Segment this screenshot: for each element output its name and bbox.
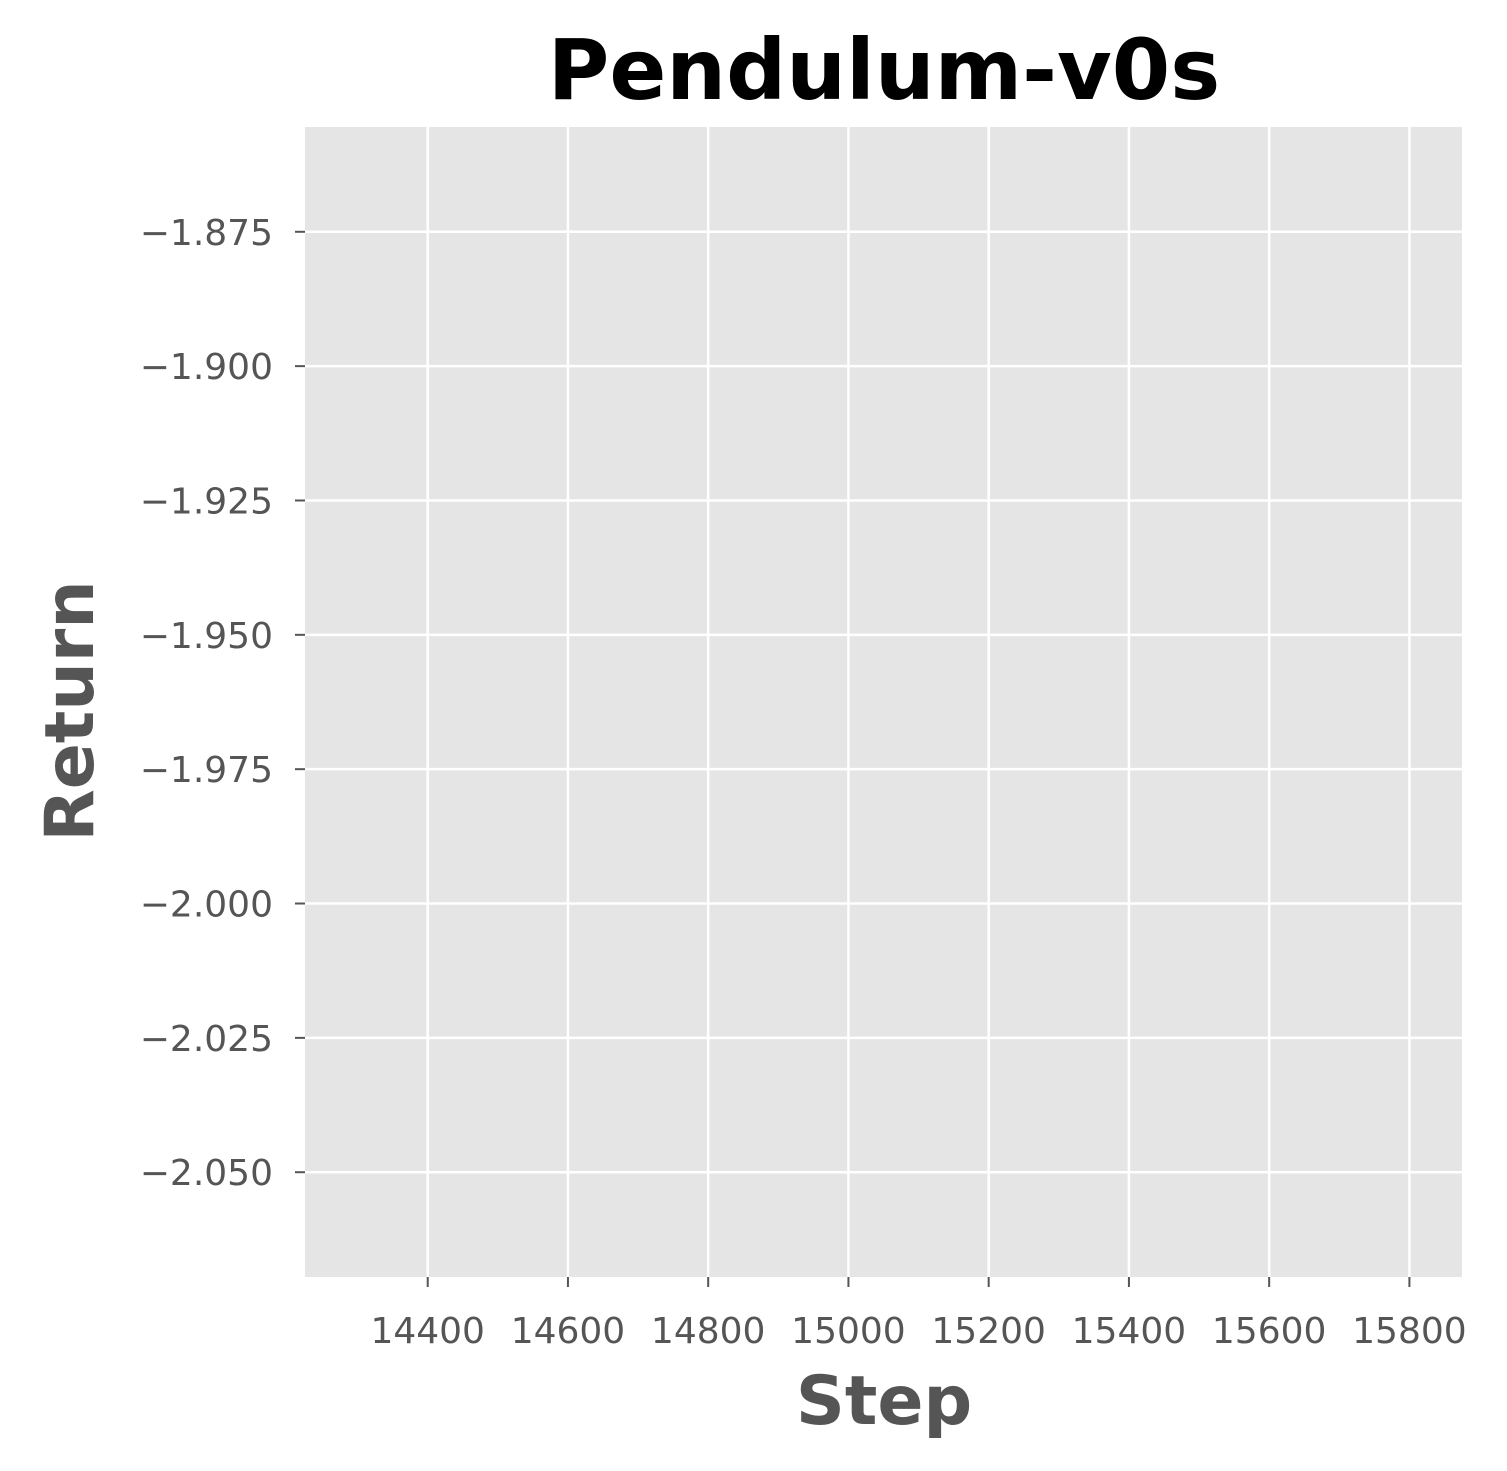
x-axis-label: Step — [796, 1362, 972, 1441]
x-tick-label: 14800 — [651, 1311, 766, 1352]
x-tick-label: 14400 — [370, 1311, 485, 1352]
x-tick-label: 15000 — [791, 1311, 906, 1352]
y-tick-label: −1.975 — [140, 750, 273, 791]
x-tick-label: 14600 — [511, 1311, 626, 1352]
y-axis-ticks: −1.875 −1.900 −1.925 −1.950 −1.975 −2.000 −2.0… — [140, 213, 305, 1194]
y-tick-label: −1.875 — [140, 213, 273, 254]
chart-title: Pendulum-v0s — [548, 21, 1220, 119]
y-tick-label: −1.950 — [140, 616, 273, 657]
y-grid-lines — [305, 230, 1462, 1174]
y-tick-label: −1.900 — [140, 347, 273, 388]
y-tick-label: −2.050 — [140, 1153, 273, 1194]
x-tick-label: 15600 — [1212, 1311, 1327, 1352]
x-grid-lines — [426, 127, 1411, 1277]
y-tick-label: −1.925 — [140, 481, 273, 522]
x-axis-ticks: 14400 14600 14800 15000 15200 15400 15600 15800 — [370, 1277, 1467, 1352]
y-tick-label: −2.000 — [140, 885, 273, 926]
x-tick-label: 15200 — [931, 1311, 1046, 1352]
x-tick-label: 15800 — [1352, 1311, 1467, 1352]
y-tick-label: −2.025 — [140, 1019, 273, 1060]
x-tick-label: 15400 — [1072, 1311, 1187, 1352]
plot-area — [305, 127, 1462, 1277]
y-axis-label: Return — [31, 580, 110, 841]
